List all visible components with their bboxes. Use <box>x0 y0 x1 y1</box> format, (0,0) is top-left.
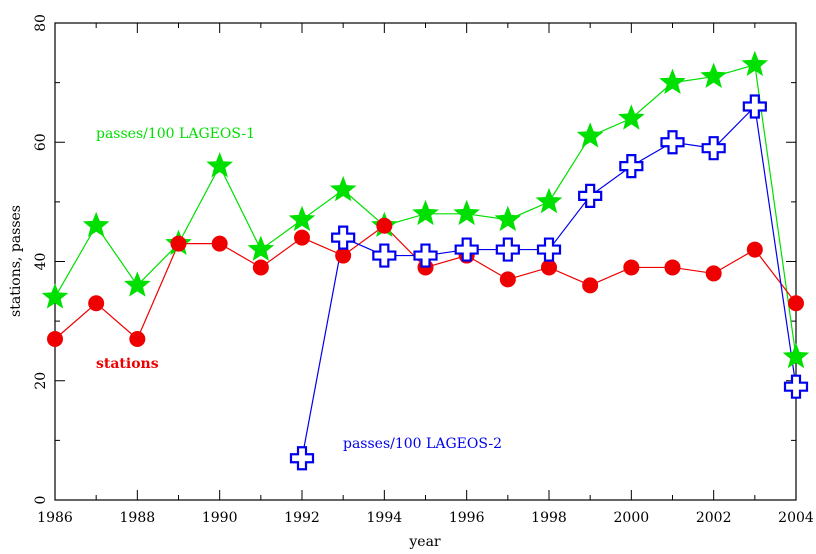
data-point-stations <box>582 277 599 294</box>
data-point-stations <box>129 331 146 348</box>
annotation-lageos-1: passes/100 LAGEOS-1 <box>96 126 255 142</box>
x-tick-label: 1994 <box>367 510 403 526</box>
data-point-lageos-2 <box>289 446 315 471</box>
y-tick-label: 80 <box>33 14 49 32</box>
data-point-lageos-2 <box>413 243 438 268</box>
data-point-stations <box>541 259 557 276</box>
x-tick-label: 1988 <box>120 510 156 526</box>
data-point-stations <box>294 229 310 246</box>
data-point-lageos-2 <box>454 237 479 262</box>
data-point-stations <box>788 295 804 312</box>
data-point-stations <box>47 331 63 348</box>
data-point-lageos-2 <box>701 136 726 161</box>
data-point-lageos-2 <box>660 130 685 155</box>
data-point-lageos-1 <box>494 205 522 232</box>
data-point-lageos-1 <box>412 199 439 226</box>
x-axis-label: year <box>408 534 441 550</box>
annotation-lageos-2: passes/100 LAGEOS-2 <box>343 436 502 452</box>
y-tick-label: 40 <box>33 253 49 271</box>
x-tick-label: 2004 <box>778 510 814 526</box>
x-tick-label: 1998 <box>531 510 567 526</box>
data-point-lageos-2 <box>619 154 644 179</box>
data-point-lageos-1 <box>206 152 233 178</box>
series-line-lageos-2 <box>301 105 797 459</box>
data-point-lageos-1 <box>618 104 645 130</box>
x-tick-label: 2002 <box>696 510 732 526</box>
data-point-stations <box>252 259 269 276</box>
data-point-lageos-2 <box>372 243 397 268</box>
x-tick-label: 1986 <box>37 510 73 526</box>
data-point-lageos-2 <box>578 183 603 209</box>
data-point-stations <box>705 265 722 282</box>
data-point-lageos-1 <box>782 342 810 369</box>
series-line-stations <box>54 224 797 341</box>
data-point-lageos-2 <box>742 94 767 119</box>
x-tick-label: 1992 <box>284 510 320 526</box>
data-point-lageos-1 <box>453 199 480 226</box>
data-point-stations <box>88 295 105 312</box>
data-point-lageos-1 <box>700 62 727 88</box>
axis-ticks: 1986 1988 1990 1992 1994 1996 1998 2000 2002 2004… <box>33 14 814 526</box>
data-point-lageos-1 <box>659 68 686 94</box>
data-point-stations <box>376 217 393 234</box>
data-point-lageos-1 <box>41 283 69 309</box>
x-tick-label: 2000 <box>614 510 650 526</box>
data-point-lageos-1 <box>82 211 110 238</box>
data-point-stations <box>335 247 352 264</box>
data-point-stations <box>211 235 228 252</box>
y-tick-label: 20 <box>33 372 49 390</box>
data-point-lageos-1 <box>535 187 563 214</box>
data-point-stations <box>170 235 187 252</box>
markers-layer <box>41 50 810 471</box>
data-point-stations <box>623 259 640 276</box>
data-point-lageos-1 <box>124 271 151 297</box>
data-point-stations <box>746 241 763 258</box>
data-point-stations <box>664 259 681 276</box>
y-axis-label: stations, passes <box>8 205 24 317</box>
data-point-lageos-2 <box>331 225 356 250</box>
data-point-lageos-1 <box>741 50 769 77</box>
data-point-lageos-1 <box>329 175 357 202</box>
data-point-lageos-2 <box>495 237 520 262</box>
data-point-lageos-1 <box>576 122 604 148</box>
x-tick-label: 1996 <box>449 510 485 526</box>
y-tick-label: 60 <box>33 133 49 151</box>
annotation-stations: stations <box>96 356 159 372</box>
data-point-lageos-2 <box>783 374 809 399</box>
data-point-lageos-1 <box>247 235 275 261</box>
y-tick-label: 0 <box>33 496 49 505</box>
data-point-lageos-1 <box>288 205 316 232</box>
x-tick-label: 1990 <box>202 510 238 526</box>
data-point-stations <box>499 271 516 288</box>
data-point-lageos-2 <box>536 237 562 262</box>
